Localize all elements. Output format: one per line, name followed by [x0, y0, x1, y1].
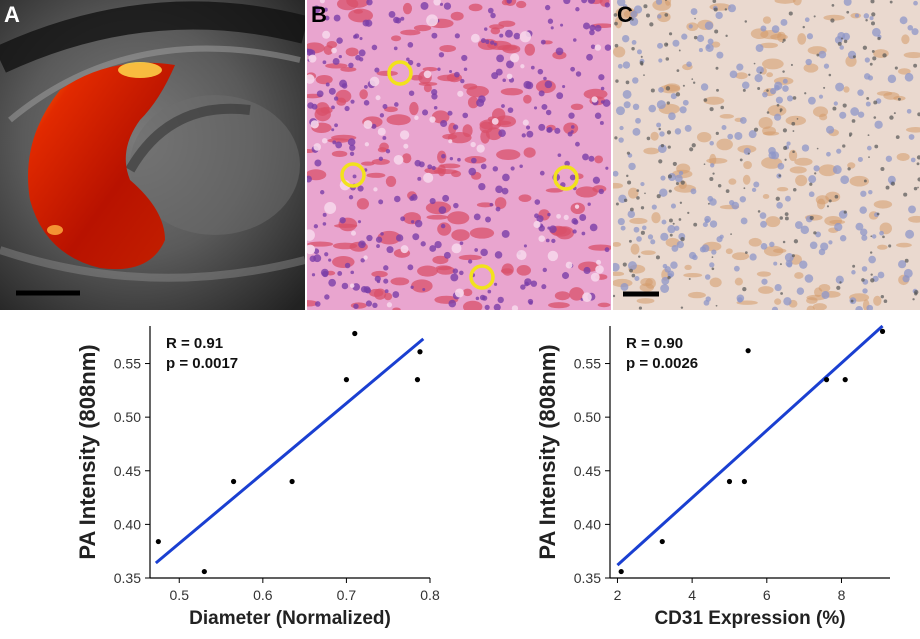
- x-tick-label: 0.8: [420, 587, 440, 603]
- vessel-marker-circle: [469, 264, 495, 290]
- data-point: [659, 538, 665, 545]
- correlation-r-label: R = 0.91: [166, 335, 223, 352]
- cd31-stain-image: [613, 0, 920, 310]
- data-point: [741, 478, 747, 485]
- y-tick-label: 0.40: [114, 516, 141, 532]
- he-stain-image: [307, 0, 611, 310]
- regression-line: [616, 324, 884, 567]
- scatter-plot-diameter: 0.35 0.40 0.45 0.50 0.55 0.5 0.6 0.7 0.8 Diameter…: [0, 312, 460, 634]
- y-tick-label: 0.45: [574, 463, 601, 479]
- x-tick-label: 0.6: [253, 587, 273, 603]
- p-value-label: p = 0.0017: [166, 355, 238, 372]
- vessel-marker-circle: [553, 165, 579, 191]
- y-tick-label: 0.40: [574, 516, 601, 532]
- y-axis-label: PA Intensity (808nm): [535, 344, 560, 559]
- data-point: [618, 568, 624, 575]
- panel-label: B: [311, 2, 327, 27]
- y-tick-label: 0.55: [114, 356, 141, 372]
- panel-label: C: [617, 2, 633, 27]
- x-tick-label: 6: [763, 587, 771, 603]
- panel-c-cd31: C: [613, 0, 920, 310]
- data-point: [417, 349, 423, 355]
- data-point: [343, 377, 350, 383]
- x-tick-label: 0.7: [337, 587, 357, 603]
- panel-a-ultrasound: A: [0, 0, 305, 310]
- y-tick-label: 0.45: [114, 463, 141, 479]
- x-tick-label: 4: [688, 587, 696, 603]
- data-point: [879, 328, 886, 334]
- x-tick-label: 0.5: [170, 587, 190, 603]
- x-tick-label: 2: [614, 587, 622, 603]
- data-point: [352, 330, 358, 337]
- data-point: [201, 568, 207, 575]
- correlation-r-label: R = 0.90: [626, 335, 683, 352]
- data-point: [289, 478, 295, 485]
- data-point: [842, 377, 848, 383]
- y-tick-label: 0.35: [574, 570, 601, 586]
- y-tick-label: 0.35: [114, 570, 141, 586]
- regression-line: [154, 337, 425, 565]
- data-point: [155, 538, 161, 545]
- data-point: [414, 377, 421, 383]
- vessel-marker-circle: [387, 60, 413, 86]
- ultrasound-image: [0, 0, 305, 310]
- x-axis-label: Diameter (Normalized): [189, 608, 391, 629]
- y-tick-label: 0.55: [574, 356, 601, 372]
- scatter-plot-cd31: 0.35 0.40 0.45 0.50 0.55 2 4 6 8 CD31 Expression …: [460, 312, 920, 634]
- p-value-label: p = 0.0026: [626, 355, 698, 372]
- x-axis-label: CD31 Expression (%): [654, 608, 845, 629]
- panel-label: A: [4, 2, 20, 27]
- pa-signal-overlay: [28, 62, 175, 270]
- panel-b-histology: B: [307, 0, 611, 310]
- data-point: [230, 478, 237, 485]
- y-axis-label: PA Intensity (808nm): [75, 344, 100, 559]
- vessel-marker-circle: [340, 162, 366, 188]
- x-tick-label: 8: [838, 587, 846, 603]
- data-point: [726, 478, 733, 485]
- y-tick-label: 0.50: [114, 409, 141, 425]
- y-tick-label: 0.50: [574, 409, 601, 425]
- data-point: [745, 348, 751, 354]
- data-point: [823, 377, 830, 383]
